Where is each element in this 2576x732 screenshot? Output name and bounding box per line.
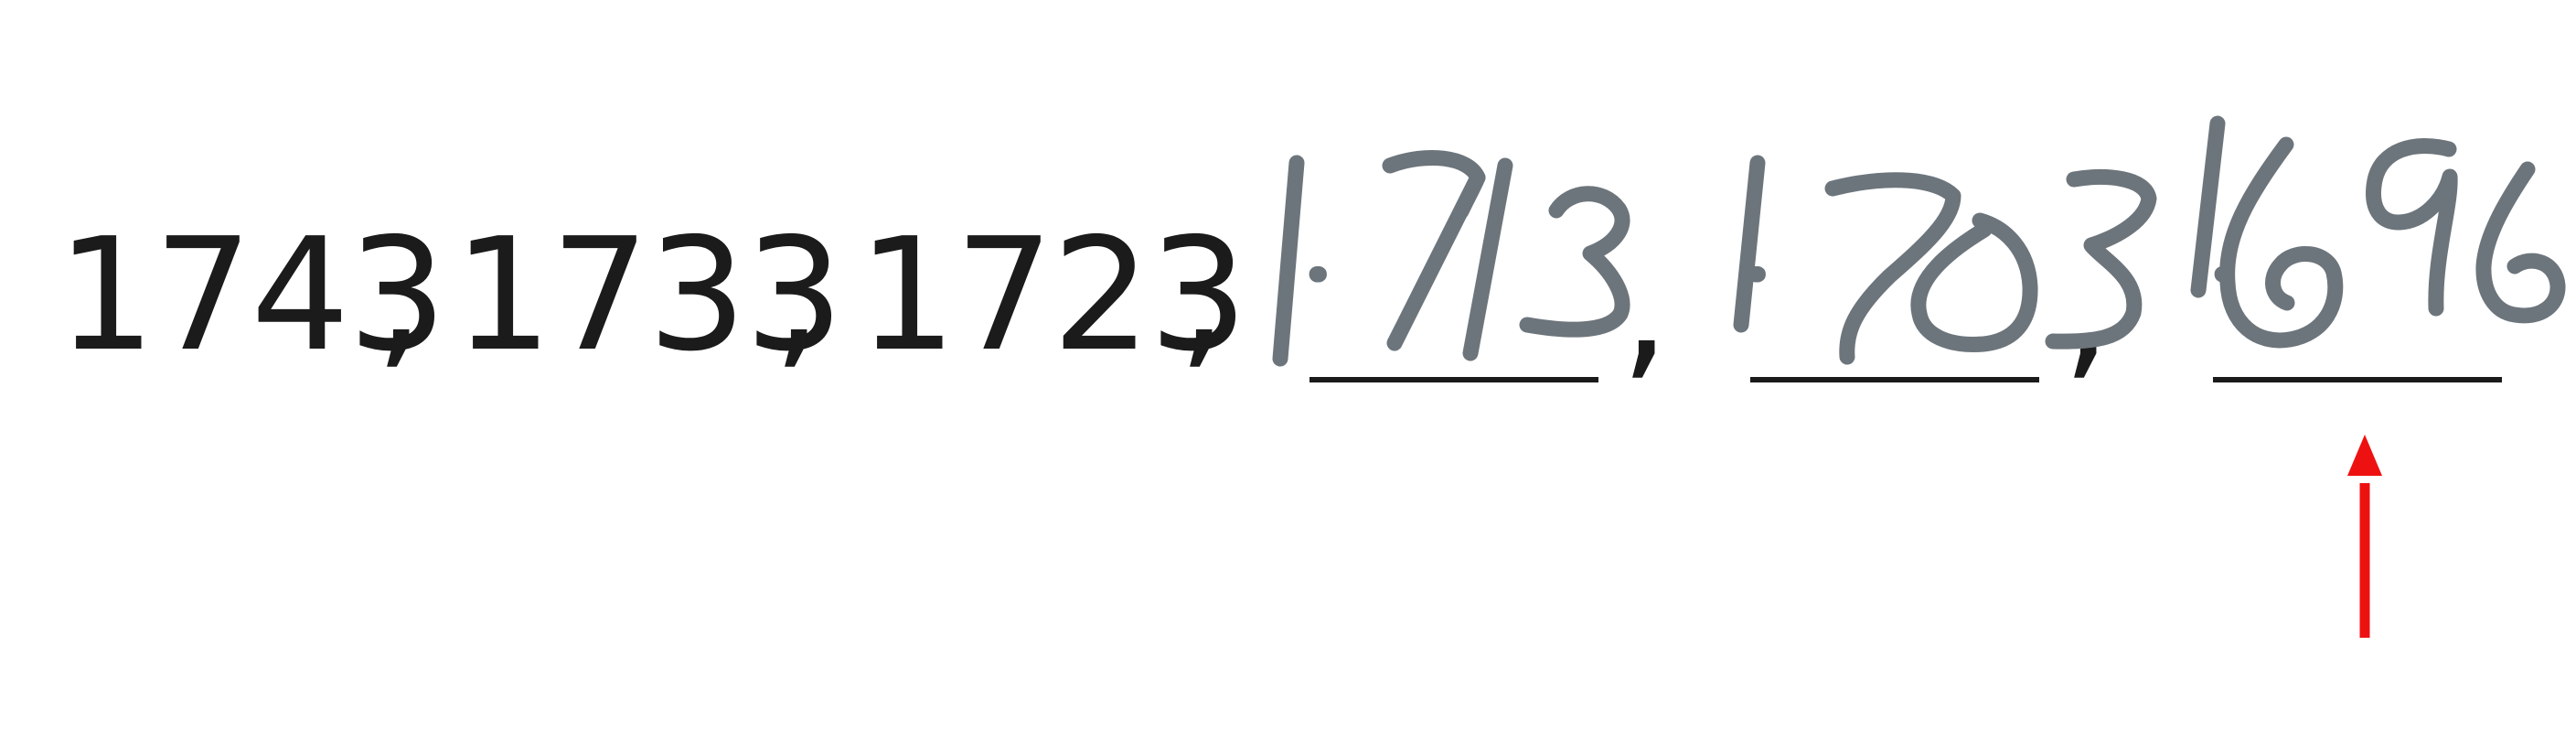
handwritten-1-digit-3 — [1519, 186, 1630, 338]
handwritten-3-digit-1 — [2190, 115, 2226, 298]
sequence-comma-1: , — [375, 205, 425, 386]
sequence-term-3: 1723 — [858, 205, 1248, 386]
handwritten-answer-2-text: 1703 — [1756, 274, 1758, 275]
handwritten-2-digit-7 — [1824, 172, 1961, 365]
handwritten-1-digit-7b — [1386, 169, 1486, 351]
arrow-up-icon — [2347, 435, 2382, 638]
handwritten-3-digit-6b — [2475, 161, 2566, 324]
sequence-comma-4: , — [1620, 216, 1671, 397]
handwritten-1-digit-7a — [1382, 149, 1486, 220]
answer-blank-1[interactable] — [1309, 377, 1598, 382]
handwritten-3-digit-6 — [2219, 136, 2344, 349]
sequence-comma-5: , — [2062, 216, 2112, 397]
sequence-comma-3: , — [1178, 205, 1228, 386]
handwritten-2-digit-0 — [1910, 212, 2038, 352]
handwritten-2-digit-1 — [1733, 155, 1766, 333]
answer-blank-3[interactable] — [2213, 377, 2502, 382]
handwritten-answer-1-text: 1713 — [1317, 274, 1320, 275]
handwritten-answer-3-text: 1696 — [2222, 274, 2225, 275]
sequence-term-1: 1743 — [57, 205, 447, 386]
handwritten-answer-1: 1713 — [1272, 149, 1630, 367]
sequence-comma-2: , — [773, 205, 823, 386]
handwritten-1-digit-1b — [1462, 157, 1513, 361]
handwritten-answer-3: 1696 — [2190, 115, 2566, 349]
handwritten-3-digit-9 — [2366, 138, 2458, 317]
answer-blank-2[interactable] — [1750, 377, 2039, 382]
handwritten-1-digit-1 — [1272, 155, 1305, 367]
sequence-term-2: 1733 — [454, 205, 844, 386]
